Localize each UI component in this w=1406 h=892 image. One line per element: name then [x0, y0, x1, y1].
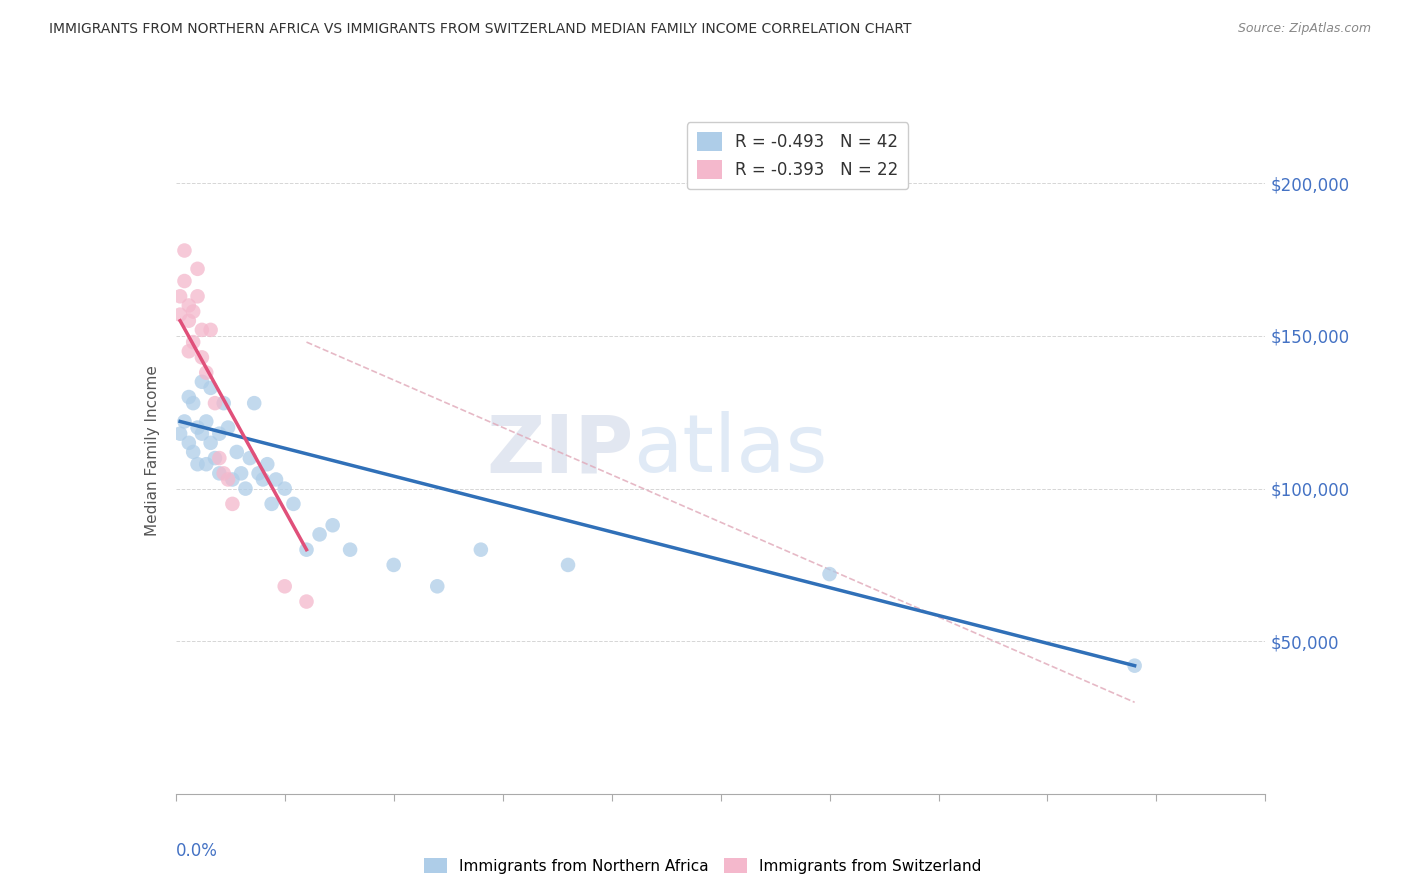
Point: [274, 579, 297, 593]
Point: [169, 308, 191, 322]
Legend: Immigrants from Northern Africa, Immigrants from Switzerland: Immigrants from Northern Africa, Immigra…: [418, 852, 988, 880]
Point: [295, 594, 318, 608]
Y-axis label: Median Family Income: Median Family Income: [145, 365, 160, 536]
Point: [221, 473, 243, 487]
Point: [295, 542, 318, 557]
Point: [208, 426, 231, 441]
Point: [1123, 658, 1146, 673]
Text: Source: ZipAtlas.com: Source: ZipAtlas.com: [1237, 22, 1371, 36]
Point: [225, 445, 247, 459]
Point: [308, 527, 330, 541]
Point: [221, 497, 243, 511]
Point: [274, 482, 297, 496]
Point: [181, 445, 204, 459]
Point: [173, 244, 195, 258]
Text: IMMIGRANTS FROM NORTHERN AFRICA VS IMMIGRANTS FROM SWITZERLAND MEDIAN FAMILY INC: IMMIGRANTS FROM NORTHERN AFRICA VS IMMIG…: [49, 22, 911, 37]
Point: [195, 414, 218, 428]
Point: [191, 375, 214, 389]
Point: [204, 396, 226, 410]
Point: [186, 261, 209, 276]
Point: [186, 457, 209, 471]
Point: [191, 351, 214, 365]
Point: [217, 420, 239, 434]
Point: [181, 396, 204, 410]
Point: [217, 473, 239, 487]
Point: [195, 457, 218, 471]
Point: [181, 335, 204, 350]
Point: [186, 289, 209, 303]
Point: [208, 467, 231, 481]
Point: [252, 473, 274, 487]
Point: [243, 396, 266, 410]
Point: [426, 579, 449, 593]
Point: [231, 467, 253, 481]
Point: [177, 314, 200, 328]
Point: [212, 467, 235, 481]
Point: [212, 396, 235, 410]
Point: [470, 542, 492, 557]
Point: [191, 426, 214, 441]
Point: [173, 414, 195, 428]
Point: [200, 323, 222, 337]
Point: [239, 451, 262, 466]
Point: [235, 482, 257, 496]
Point: [173, 274, 195, 288]
Point: [195, 366, 218, 380]
Text: atlas: atlas: [633, 411, 828, 490]
Point: [264, 473, 287, 487]
Point: [283, 497, 305, 511]
Point: [177, 344, 200, 359]
Point: [177, 390, 200, 404]
Point: [177, 298, 200, 312]
Point: [339, 542, 361, 557]
Point: [200, 435, 222, 450]
Legend: R = -0.493   N = 42, R = -0.393   N = 22: R = -0.493 N = 42, R = -0.393 N = 22: [686, 122, 908, 189]
Point: [177, 435, 200, 450]
Point: [256, 457, 278, 471]
Text: 0.0%: 0.0%: [176, 842, 218, 860]
Point: [169, 426, 191, 441]
Point: [260, 497, 283, 511]
Point: [247, 467, 270, 481]
Point: [200, 381, 222, 395]
Point: [557, 558, 579, 572]
Point: [208, 451, 231, 466]
Point: [181, 304, 204, 318]
Point: [382, 558, 405, 572]
Point: [186, 420, 209, 434]
Point: [818, 567, 841, 582]
Point: [204, 451, 226, 466]
Text: ZIP: ZIP: [486, 411, 633, 490]
Point: [191, 323, 214, 337]
Point: [169, 289, 191, 303]
Point: [322, 518, 344, 533]
